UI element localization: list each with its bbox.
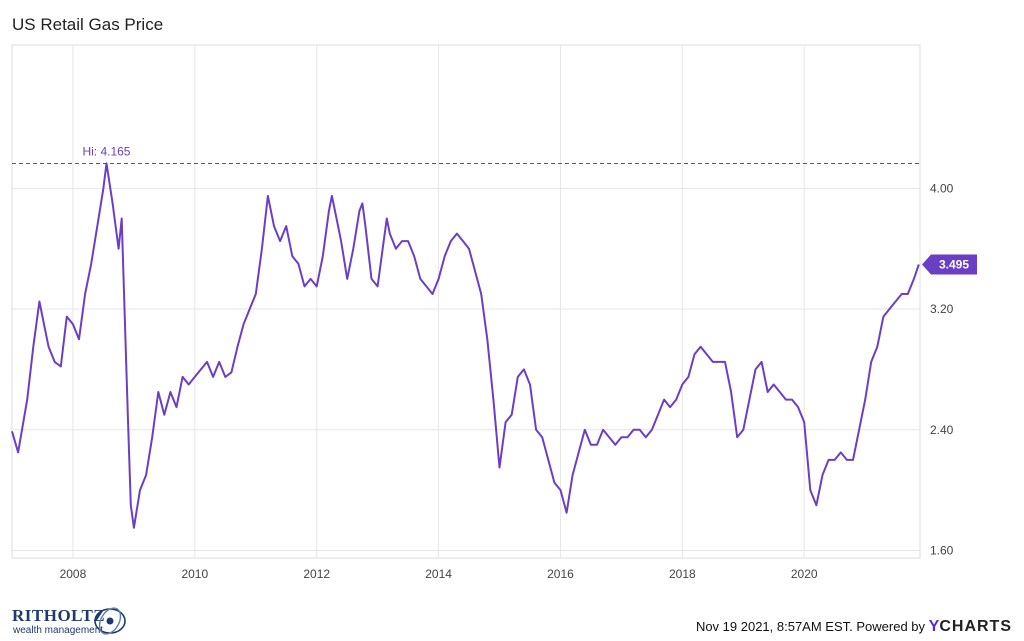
line-chart: 2008 2010 2012 2014 2016 2018 2020 1.60 2.40 3.20… — [11, 44, 977, 581]
high-label: Hi: 4.165 — [82, 144, 130, 158]
ycharts-logo-text: CHARTS — [939, 618, 1012, 635]
x-tick-label: 2016 — [547, 567, 574, 581]
y-tick-label: 1.60 — [930, 543, 954, 557]
x-tick-label: 2014 — [425, 567, 452, 581]
plot-frame — [11, 44, 921, 559]
x-tick-label: 2008 — [60, 567, 87, 581]
chart-footer: RITHOLTZ wealth management Nov 19 2021, … — [0, 598, 1024, 641]
x-tick-label: 2018 — [669, 567, 696, 581]
x-tick-label: 2012 — [303, 567, 330, 581]
series-line-0 — [11, 162, 920, 529]
last-value-label: 3.495 — [939, 258, 969, 272]
y-tick-label: 2.40 — [930, 423, 954, 437]
ycharts-logo-y: Y — [928, 618, 940, 635]
logo-brand-name: RITHOLTZ — [12, 606, 106, 625]
footer-attribution: Nov 19 2021, 8:57AM EST. Powered by YCHA… — [696, 618, 1012, 636]
y-tick-label: 3.20 — [930, 302, 954, 316]
logo-brand-sub: wealth management — [13, 625, 104, 636]
chart-title: US Retail Gas Price — [12, 15, 164, 34]
ritholtz-emblem-icon — [94, 607, 126, 635]
ritholtz-logo: RITHOLTZ wealth management — [12, 602, 127, 638]
timestamp: Nov 19 2021, 8:57AM EST. — [695, 619, 853, 634]
last-value-flag — [922, 254, 977, 275]
powered-by-label: Powered by — [856, 619, 926, 634]
y-tick-label: 4.00 — [930, 181, 954, 195]
x-tick-label: 2010 — [181, 567, 208, 581]
x-tick-label: 2020 — [791, 567, 818, 581]
